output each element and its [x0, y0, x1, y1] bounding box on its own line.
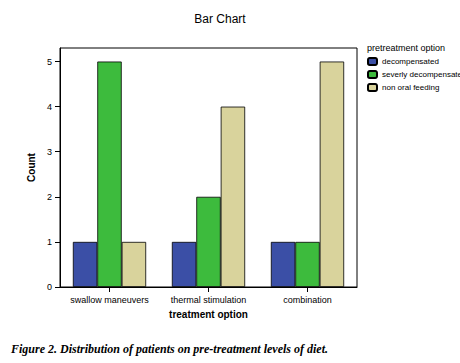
svg-text:1: 1 [47, 237, 52, 247]
svg-text:thermal stimulation: thermal stimulation [171, 295, 247, 305]
svg-text:Figure 2. Distribution of pati: Figure 2. Distribution of patients on pr… [10, 342, 328, 356]
svg-text:treatment option: treatment option [169, 309, 248, 320]
svg-text:severly decompensated: severly decompensated [382, 70, 460, 79]
svg-text:4: 4 [47, 102, 52, 112]
svg-text:Count: Count [26, 152, 37, 182]
svg-text:pretreatment option: pretreatment option [367, 43, 445, 53]
svg-text:3: 3 [47, 147, 52, 157]
svg-text:0: 0 [47, 282, 52, 292]
svg-text:swallow maneuvers: swallow maneuvers [70, 295, 149, 305]
svg-text:non oral feeding: non oral feeding [382, 83, 439, 92]
svg-text:decompensated: decompensated [382, 57, 439, 66]
svg-text:combination: combination [283, 295, 332, 305]
svg-text:Bar Chart: Bar Chart [194, 12, 246, 26]
svg-text:2: 2 [47, 192, 52, 202]
svg-text:5: 5 [47, 57, 52, 67]
